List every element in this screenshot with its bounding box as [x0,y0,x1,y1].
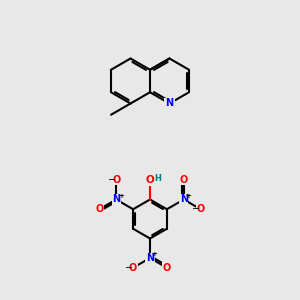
Text: N: N [146,253,154,263]
Text: H: H [154,174,161,183]
Text: −: − [108,175,116,185]
Text: O: O [163,263,171,273]
Text: N: N [112,194,120,205]
Text: +: + [152,251,158,257]
Text: O: O [180,175,188,185]
Text: N: N [180,194,188,205]
Text: N: N [165,98,173,109]
Text: O: O [95,204,103,214]
Text: −: − [124,263,133,273]
Text: O: O [146,175,154,185]
Text: O: O [129,263,137,273]
Text: +: + [185,193,191,199]
Text: O: O [196,204,205,214]
Text: −: − [192,204,200,214]
Text: +: + [118,193,124,199]
Text: O: O [112,175,120,185]
